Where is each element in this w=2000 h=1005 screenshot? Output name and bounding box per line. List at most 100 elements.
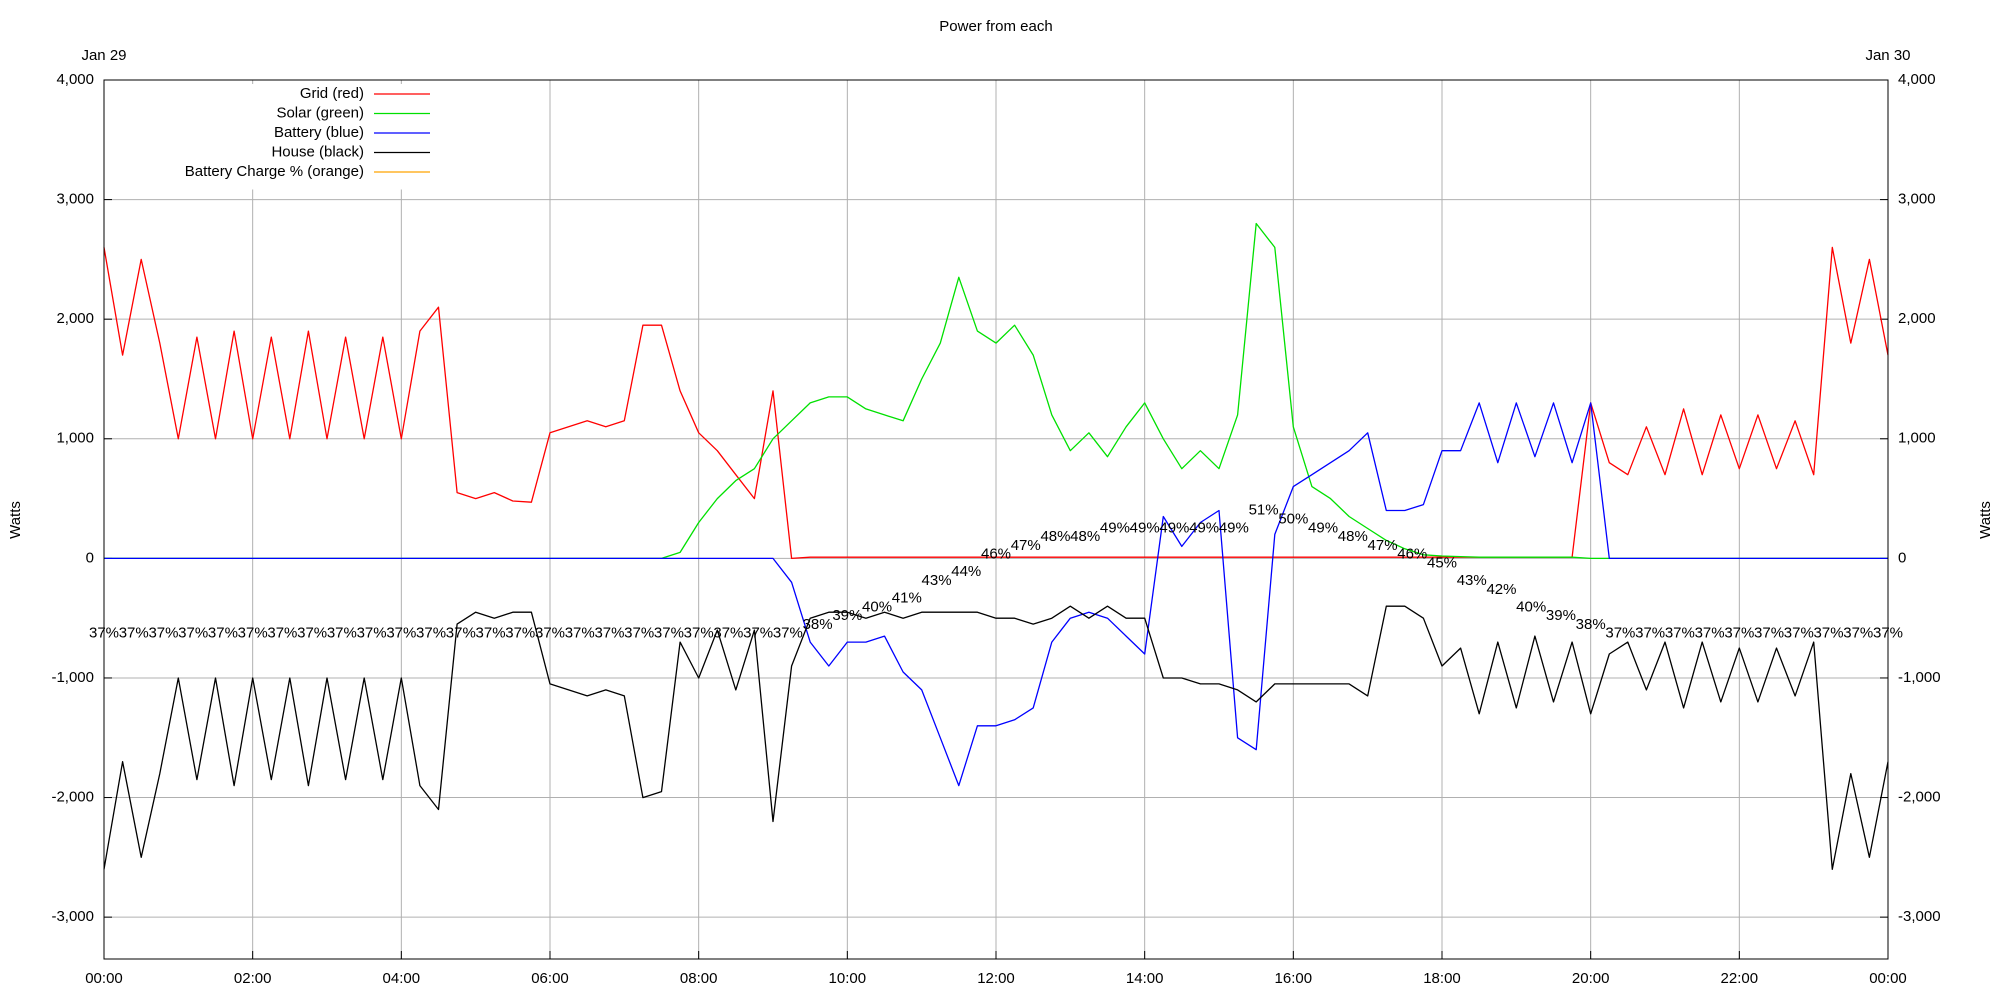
chart-title: Power from each [939,18,1052,35]
charge-label: 37% [1784,625,1814,642]
charge-label: 49% [1130,519,1160,536]
charge-label: 37% [1754,625,1784,642]
y-tick-label: -2,000 [51,789,94,806]
plot-area: 37% 37% 37% 37% 37% 37% 37% 37% 37% 37% 37% 37% 37% 3… [89,222,1903,870]
charge-label: 48% [1338,528,1368,545]
y-tick-label: 4,000 [56,71,94,88]
charge-label: 47% [1368,537,1398,554]
charge-label: 37% [327,625,357,642]
charge-label: 37% [1605,625,1635,642]
charge-label: 46% [1397,546,1427,563]
charge-label: 46% [981,546,1011,563]
charge-label: 47% [1011,537,1041,554]
legend: Grid (red) Solar (green) Battery (blue) Hou… [130,84,440,190]
x-tick-label: 14:00 [1126,970,1164,987]
y-tick-label: -1,000 [51,669,94,686]
charge-label: 48% [1070,528,1100,545]
charge-label: 37% [505,625,535,642]
y2-tick-label: 1,000 [1898,430,1936,447]
y-tick-label: 3,000 [56,191,94,208]
y2-tick-label: 3,000 [1898,191,1936,208]
y2-tick-label: -1,000 [1898,669,1941,686]
charge-label: 49% [1159,519,1189,536]
charge-label: 51% [1249,502,1279,519]
charge-label: 37% [446,625,476,642]
charge-label: 40% [862,598,892,615]
charge-label: 37% [119,625,149,642]
charge-label: 37% [267,625,297,642]
x-tick-label: 20:00 [1572,970,1610,987]
x-tick-label: 08:00 [680,970,718,987]
charge-label: 37% [178,625,208,642]
y-axis-label: Watts [7,501,24,539]
charge-label: 37% [743,625,773,642]
charge-label: 37% [1665,625,1695,642]
legend-label: Solar (green) [276,104,364,121]
x-tick-label: 16:00 [1275,970,1313,987]
charge-label: 37% [684,625,714,642]
legend-label: Battery Charge % (orange) [185,163,364,180]
x-tick-label: 02:00 [234,970,272,987]
charge-label: 37% [1843,625,1873,642]
charge-label: 37% [238,625,268,642]
charge-label: 45% [1427,554,1457,571]
charge-label: 37% [565,625,595,642]
y-tick-label: -3,000 [51,908,94,925]
y-tick-label: 1,000 [56,430,94,447]
charge-label: 37% [713,625,743,642]
charge-label: 37% [476,625,506,642]
y2-tick-label: 4,000 [1898,71,1936,88]
charge-label: 37% [1724,625,1754,642]
series-line [103,605,1889,870]
charge-label: 37% [416,625,446,642]
charge-label: 43% [1457,572,1487,589]
legend-label: Grid (red) [300,85,364,102]
charge-label: 39% [1546,607,1576,624]
x-tick-label: 12:00 [977,970,1015,987]
charge-label: 37% [624,625,654,642]
x-tick-label: 00:00 [1869,970,1907,987]
x-tick-label: 06:00 [531,970,569,987]
charge-label: 43% [922,572,952,589]
charge-label: 49% [1189,519,1219,536]
charge-label: 44% [951,563,981,580]
charge-label: 38% [1576,616,1606,633]
charge-label: 39% [832,607,862,624]
charge-label: 37% [357,625,387,642]
y2-axis-label: Watts [1977,501,1994,539]
date-label: Jan 30 [1865,47,1910,64]
x-tick-label: 18:00 [1423,970,1461,987]
y-tick-label: 0 [86,549,94,566]
charge-label: 37% [1695,625,1725,642]
series-line [104,402,1888,787]
charge-label: 37% [297,625,327,642]
charge-label: 41% [892,590,922,607]
charge-label: 37% [594,625,624,642]
x-tick-label: 22:00 [1721,970,1759,987]
y2-tick-label: -2,000 [1898,789,1941,806]
y-tick-label: 2,000 [56,310,94,327]
x-tick-label: 04:00 [383,970,421,987]
charge-label: 37% [1814,625,1844,642]
legend-label: Battery (blue) [274,124,364,141]
charge-label: 37% [386,625,416,642]
charge-label: 37% [773,625,803,642]
charge-label: 37% [208,625,238,642]
charge-label: 49% [1100,519,1130,536]
charge-label: 37% [535,625,565,642]
y2-tick-label: 2,000 [1898,310,1936,327]
y2-tick-label: 0 [1898,549,1906,566]
charge-label: 49% [1308,519,1338,536]
y2-tick-label: -3,000 [1898,908,1941,925]
charge-label: 49% [1219,519,1249,536]
charge-label: 50% [1278,510,1308,527]
charge-label: 37% [654,625,684,642]
charge-label: 40% [1516,598,1546,615]
charge-label: 37% [1635,625,1665,642]
charge-label: 37% [148,625,178,642]
x-tick-label: 10:00 [829,970,867,987]
date-label: Jan 29 [81,47,126,64]
charge-label: 42% [1486,581,1516,598]
